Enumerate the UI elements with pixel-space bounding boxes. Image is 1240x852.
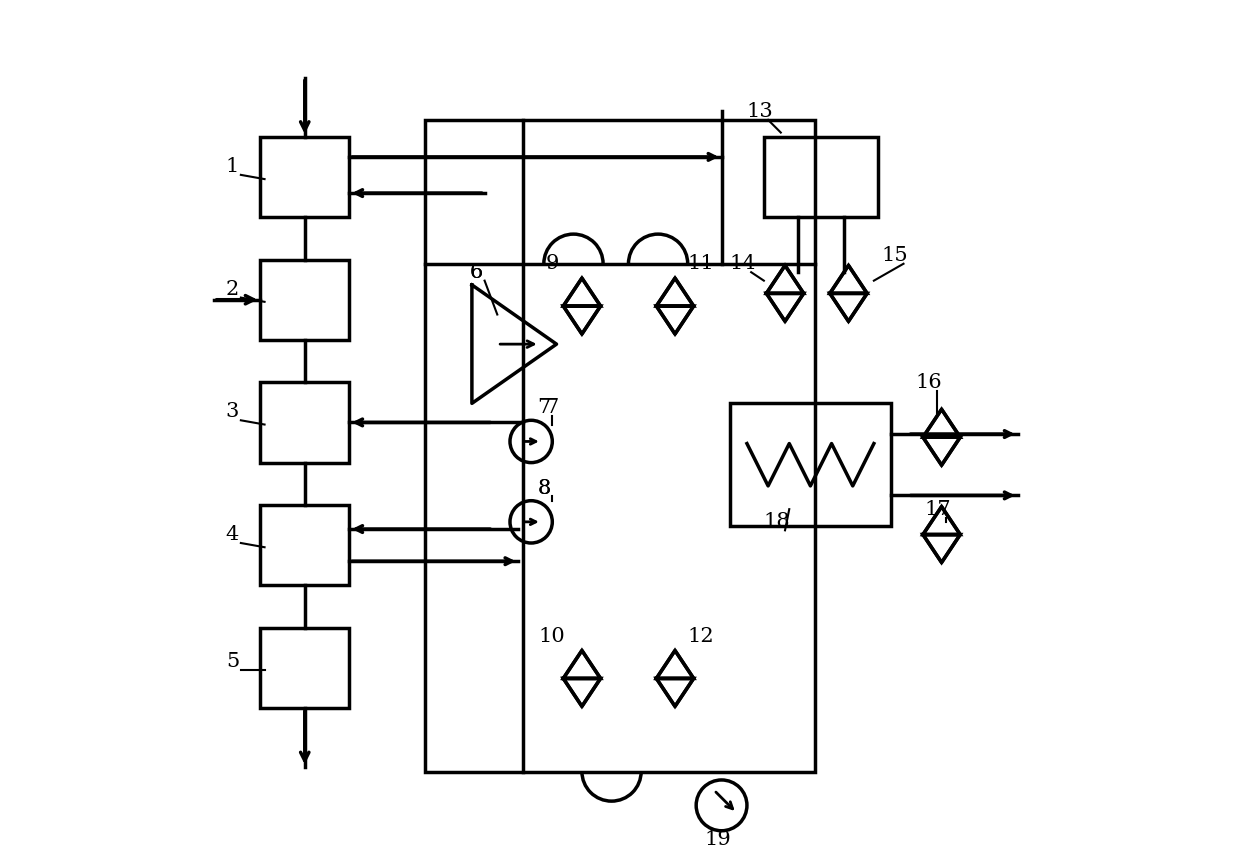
Text: 13: 13 (746, 102, 773, 121)
Text: 17: 17 (924, 499, 951, 519)
Text: 7: 7 (546, 398, 559, 417)
Polygon shape (563, 306, 600, 334)
Polygon shape (830, 293, 867, 321)
Text: 10: 10 (539, 626, 565, 646)
Bar (260, 505, 350, 585)
Text: 8: 8 (537, 479, 551, 498)
Text: 19: 19 (704, 830, 730, 849)
Text: 6: 6 (470, 262, 482, 282)
Polygon shape (923, 437, 960, 465)
Text: 8: 8 (537, 479, 551, 498)
Bar (425, 120, 815, 772)
Bar (260, 383, 350, 463)
Text: 11: 11 (687, 254, 714, 273)
Polygon shape (923, 534, 960, 562)
Text: 7: 7 (537, 398, 551, 417)
Text: 18: 18 (764, 512, 790, 532)
Text: 9: 9 (546, 254, 559, 273)
Polygon shape (766, 266, 804, 293)
Text: 3: 3 (226, 402, 239, 422)
Text: 14: 14 (729, 254, 756, 273)
Polygon shape (656, 278, 693, 306)
Polygon shape (656, 678, 693, 706)
Text: 16: 16 (915, 372, 942, 392)
Bar (260, 260, 350, 340)
Text: 12: 12 (687, 626, 714, 646)
Text: 2: 2 (226, 279, 239, 298)
Polygon shape (923, 409, 960, 437)
Text: 15: 15 (882, 245, 909, 265)
Bar (260, 628, 350, 708)
Polygon shape (830, 266, 867, 293)
Polygon shape (656, 306, 693, 334)
Text: 5: 5 (226, 652, 239, 671)
Text: 6: 6 (470, 262, 482, 282)
Bar (764, 137, 878, 217)
Polygon shape (563, 278, 600, 306)
Polygon shape (656, 650, 693, 678)
Text: 4: 4 (226, 525, 239, 544)
Bar (260, 137, 350, 217)
Polygon shape (923, 507, 960, 534)
Polygon shape (563, 678, 600, 706)
Bar (730, 403, 890, 526)
Circle shape (696, 780, 746, 831)
Polygon shape (563, 650, 600, 678)
Text: 1: 1 (226, 157, 239, 176)
Polygon shape (766, 293, 804, 321)
